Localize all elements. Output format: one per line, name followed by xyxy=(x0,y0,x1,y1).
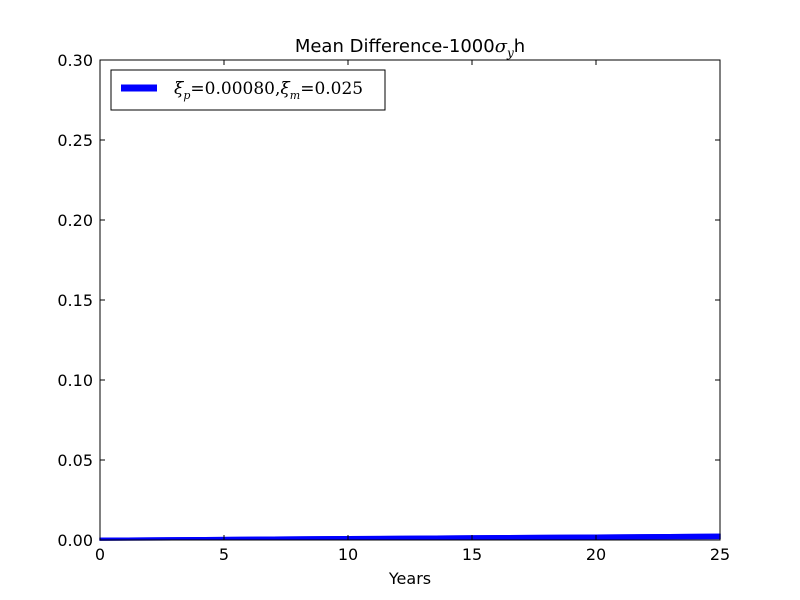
chart-title: Mean Difference-1000σyh xyxy=(295,36,525,60)
y-tick-label: 0.00 xyxy=(57,531,93,550)
chart-title-suffix: h xyxy=(514,36,525,57)
y-tick-label: 0.10 xyxy=(57,371,93,390)
x-tick-label: 5 xyxy=(219,545,229,564)
x-tick-label: 0 xyxy=(95,545,105,564)
legend-xi-p: ξ xyxy=(174,79,185,99)
legend-m-subscript: m xyxy=(290,89,300,102)
legend-xi-m: ξ xyxy=(280,79,291,99)
chart-title-prefix: Mean Difference-1000 xyxy=(295,36,495,57)
x-tick-label: 10 xyxy=(338,545,358,564)
y-tick-label: 0.05 xyxy=(57,451,93,470)
legend-m-value: 0.025 xyxy=(314,79,363,99)
y-tick-label: 0.30 xyxy=(57,51,93,70)
chart-title-sigma: σ xyxy=(495,36,508,57)
legend: ξp=0.00080,ξm=0.025 xyxy=(110,69,386,111)
y-tick-label: 0.15 xyxy=(57,291,93,310)
x-tick-label: 25 xyxy=(710,545,730,564)
legend-label: ξp=0.00080,ξm=0.025 xyxy=(174,79,363,102)
chart-title-sigma-subscript: y xyxy=(506,46,514,60)
series-upper-line-0 xyxy=(99,533,721,540)
legend-equals-1: = xyxy=(190,79,204,99)
x-axis-label: Years xyxy=(388,569,431,588)
legend-comma: , xyxy=(275,79,280,99)
axes: 0 5 10 15 20 25 0.00 0.05 0.10 0.15 0.20 0.25 0.30 xyxy=(57,51,730,564)
legend-p-value: 0.00080 xyxy=(205,79,275,99)
y-tick-label: 0.25 xyxy=(57,131,93,150)
x-tick-label: 20 xyxy=(586,545,606,564)
x-tick-label: 15 xyxy=(462,545,482,564)
y-tick-label: 0.20 xyxy=(57,211,93,230)
legend-p-subscript: p xyxy=(183,89,190,102)
legend-equals-2: = xyxy=(300,79,314,99)
